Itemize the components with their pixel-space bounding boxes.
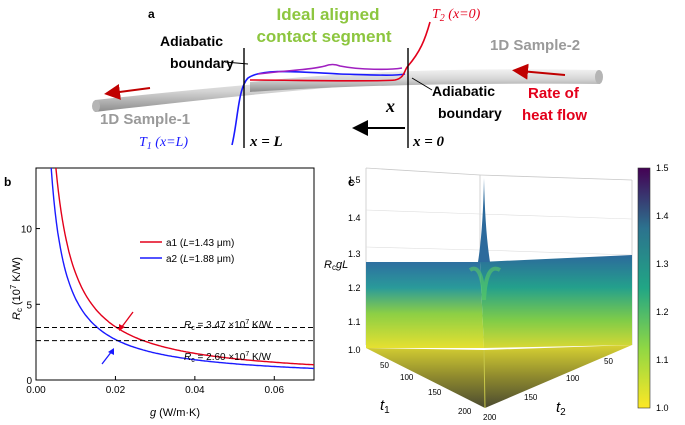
colorbar-tick: 1.0 bbox=[656, 403, 669, 413]
colorbar-tick: 1.2 bbox=[656, 307, 669, 317]
colorbar-tick: 1.1 bbox=[656, 355, 669, 365]
t2-tick: 50 bbox=[604, 357, 613, 366]
t1-axis: 50 100 150 200 bbox=[380, 361, 472, 416]
arrow-a1-intersection bbox=[120, 311, 134, 329]
t2-tick: 200 bbox=[483, 413, 497, 422]
colorbar-tick: 1.5 bbox=[656, 163, 669, 173]
mid-profile-curve bbox=[257, 63, 403, 75]
t1-axis-label: t1 bbox=[380, 397, 390, 416]
y-tick-label: 5 bbox=[26, 300, 32, 311]
panel-a-title-line2: contact segment bbox=[256, 27, 391, 46]
panel-a: a Ideal aligned contact segment T2 (x=0)… bbox=[92, 5, 603, 152]
surface-spike-glow bbox=[468, 266, 501, 301]
z-axis: 1.0 1.1 1.2 1.3 1.4 1.5 bbox=[348, 175, 361, 355]
frame-top-left bbox=[365, 167, 481, 176]
arrow-a1-head bbox=[119, 324, 125, 331]
surface-left-wall bbox=[366, 262, 484, 348]
x-axis-symbol: x bbox=[385, 96, 395, 116]
z-tick: 1.2 bbox=[348, 283, 361, 293]
t2-axis: 200 150 100 50 bbox=[483, 357, 613, 422]
colorbar-ticks: 1.5 1.4 1.3 1.2 1.1 1.0 bbox=[656, 163, 669, 413]
z-tick: 1.0 bbox=[348, 345, 361, 355]
adiabatic-right-line2: boundary bbox=[438, 105, 502, 121]
adiabatic-right-line1: Adiabatic bbox=[432, 83, 495, 99]
adiabatic-left-line2: boundary bbox=[170, 55, 234, 71]
plot-b-curves bbox=[50, 167, 315, 370]
t1-tick: 150 bbox=[428, 388, 442, 397]
x-tick-label: 0.06 bbox=[265, 385, 285, 396]
legend-a1: a1 (L=1.43 μm) bbox=[166, 238, 234, 249]
rate-label-line1: Rate of bbox=[528, 85, 580, 102]
heat-flow-arrow-left bbox=[104, 84, 151, 100]
surface-right-wall bbox=[480, 255, 632, 348]
t1-label: T1 (x=L) bbox=[139, 135, 188, 152]
t2-label: T2 (x=0) bbox=[432, 7, 481, 24]
panel-a-title-line1: Ideal aligned bbox=[277, 5, 380, 24]
t2-profile-curve bbox=[249, 21, 431, 82]
t2-tick: 100 bbox=[566, 374, 580, 383]
x-eq-0-label: x = 0 bbox=[412, 134, 445, 150]
frame-top-right bbox=[479, 174, 633, 181]
z-tick: 1.4 bbox=[348, 213, 361, 223]
plot-b-hlines bbox=[36, 326, 314, 342]
t2-axis-label: t2 bbox=[556, 399, 566, 418]
y-tick-label: 10 bbox=[21, 225, 33, 236]
colorbar bbox=[637, 167, 651, 409]
colorbar-tick: 1.4 bbox=[656, 211, 669, 221]
heat-flow-arrow-right bbox=[512, 63, 566, 80]
arrow-a2-head bbox=[108, 348, 114, 355]
z-axis-label: RcgL bbox=[324, 259, 348, 272]
plot-b-ylabel: Rc (107 K/W) bbox=[9, 257, 24, 320]
plot-b-frame bbox=[35, 167, 315, 381]
legend-a2: a2 (L=1.88 μm) bbox=[166, 254, 234, 265]
surface-floor bbox=[366, 345, 632, 408]
adiabatic-right-pointer bbox=[411, 77, 433, 91]
z-tick: 1.1 bbox=[348, 317, 361, 327]
hline2-label: Rc = 2.60 ×107 K/W bbox=[184, 351, 271, 364]
adiabatic-left-pointer bbox=[224, 61, 249, 65]
x-tick-label: 0.04 bbox=[185, 385, 205, 396]
t1-tick: 200 bbox=[458, 407, 472, 416]
x-tick-label: 0.02 bbox=[106, 385, 126, 396]
t1-tick: 50 bbox=[380, 361, 389, 370]
hline1-label: Rc = 3.47 ×107 K/W bbox=[184, 319, 271, 332]
adiabatic-left-line1: Adiabatic bbox=[160, 33, 223, 49]
surface-spike bbox=[478, 178, 490, 262]
sample-2-label: 1D Sample-2 bbox=[490, 37, 580, 54]
plot-b-xlabel: g (W/m·K) bbox=[150, 407, 200, 419]
sample-1-label: 1D Sample-1 bbox=[100, 111, 190, 128]
panel-b-letter: b bbox=[4, 175, 11, 189]
sample-2-end bbox=[595, 70, 603, 84]
series-line-a2 bbox=[50, 167, 314, 370]
x-tick-label: 0.00 bbox=[26, 385, 46, 396]
z-tick: 1.3 bbox=[348, 249, 361, 259]
panel-c-letter: c bbox=[348, 175, 355, 189]
x-eq-L-label: x = L bbox=[249, 134, 283, 150]
panel-b: b 0.00 0.02 0.04 0.06 0 5 10 a1 (L=1.43 μm) a2… bbox=[4, 167, 315, 419]
panel-a-letter: a bbox=[148, 7, 155, 21]
panel-c: c 1.0 1.1 1.2 1.3 1.4 1.5 bbox=[324, 163, 669, 422]
sample-1-end bbox=[92, 100, 100, 112]
surface-ridge bbox=[483, 349, 486, 409]
t1-tick: 100 bbox=[400, 373, 414, 382]
series-line-a1 bbox=[55, 167, 315, 366]
plot-b-ticks: 0.00 0.02 0.04 0.06 0 5 10 bbox=[21, 225, 285, 396]
z-tick: 1.5 bbox=[348, 175, 361, 185]
colorbar-tick: 1.3 bbox=[656, 259, 669, 269]
rate-label-line2: heat flow bbox=[522, 107, 587, 124]
t2-tick: 150 bbox=[524, 393, 538, 402]
y-tick-label: 0 bbox=[26, 376, 32, 387]
